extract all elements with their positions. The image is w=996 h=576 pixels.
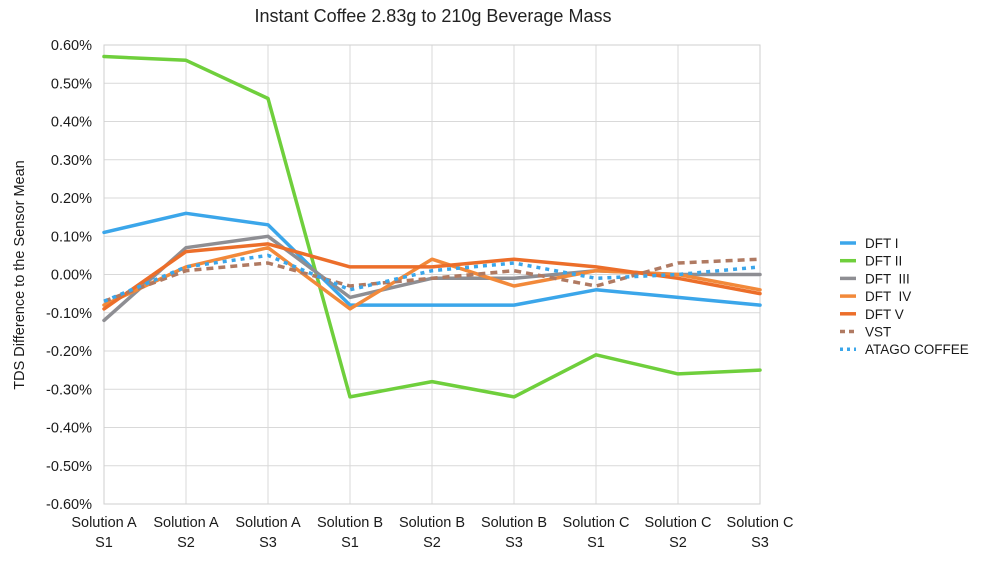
x-tick-label: Solution B S2 xyxy=(399,515,465,551)
y-tick-label: -0.20% xyxy=(46,344,92,360)
x-tick-label: Solution A S3 xyxy=(235,515,301,551)
legend-label: DFT V xyxy=(865,307,904,322)
series-line-0 xyxy=(102,211,762,307)
y-tick-label: -0.40% xyxy=(46,421,92,437)
legend-label: DFT IV xyxy=(865,289,911,304)
series-lines xyxy=(102,54,762,399)
series-line-1 xyxy=(102,54,762,399)
y-tick-label: -0.10% xyxy=(46,306,92,322)
x-tick-label: Solution B S3 xyxy=(481,515,547,551)
y-tick-label: 0.20% xyxy=(51,191,92,207)
x-tick-label: Solution C S2 xyxy=(645,515,712,551)
legend-label: DFT II xyxy=(865,254,902,269)
x-tick-label: Solution A S2 xyxy=(153,515,219,551)
legend-label: DFT I xyxy=(865,236,899,251)
y-tick-label: -0.50% xyxy=(46,459,92,475)
legend-label: VST xyxy=(865,325,891,340)
legend-label: DFT III xyxy=(865,271,910,286)
y-tick-label: 0.10% xyxy=(51,229,92,245)
chart-title: Instant Coffee 2.83g to 210g Beverage Ma… xyxy=(254,6,612,26)
x-tick-label: Solution C S1 xyxy=(563,515,630,551)
legend-label: ATAGO COFFEE xyxy=(865,342,969,357)
y-tick-label: 0.30% xyxy=(51,153,92,169)
y-tick-label: -0.30% xyxy=(46,382,92,398)
x-tick-label: Solution A S1 xyxy=(71,515,137,551)
x-tick-label: Solution B S1 xyxy=(317,515,383,551)
series-line-5 xyxy=(103,257,761,303)
series-line-6 xyxy=(103,253,761,303)
y-tick-label: 0.40% xyxy=(51,115,92,131)
y-tick-label: -0.60% xyxy=(46,497,92,513)
x-tick-labels: Solution A S1 Solution A S2 Solution A S3 Solu… xyxy=(71,515,793,551)
y-tick-label: 0.60% xyxy=(51,38,92,54)
series-line-4 xyxy=(102,242,762,311)
x-tick-label: Solution C S3 xyxy=(727,515,794,551)
y-tick-label: 0.50% xyxy=(51,76,92,92)
y-tick-label: 0.00% xyxy=(51,268,92,284)
legend: DFT I DFT II DFT III DFT IV DFT V VST ATAGO CO… xyxy=(840,236,969,357)
y-tick-labels: 0.60% 0.50% 0.40% 0.30% 0.20% 0.10% 0.00% -0.10… xyxy=(46,38,92,513)
grid-layer xyxy=(103,44,761,505)
y-axis-label: TDS Difference to the Sensor Mean xyxy=(12,160,28,389)
